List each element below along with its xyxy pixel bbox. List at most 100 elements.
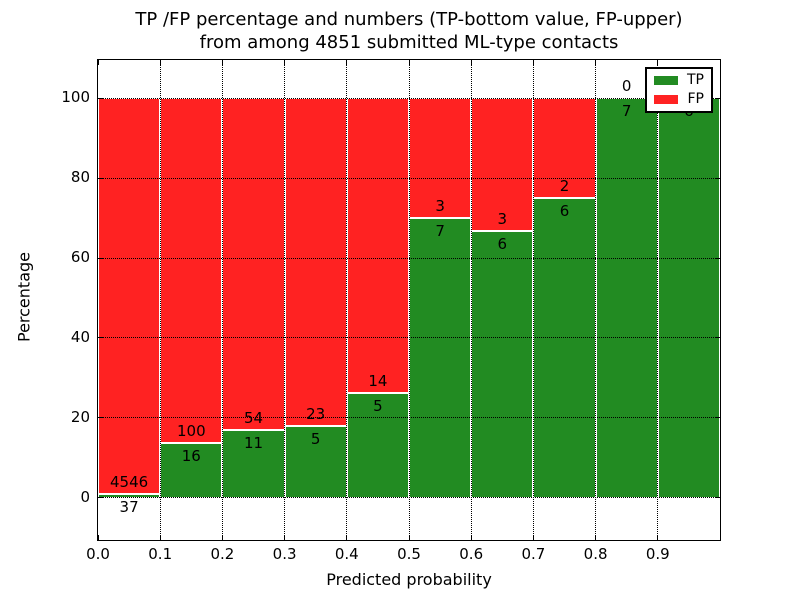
bar-fp-count-label: 3: [435, 197, 445, 216]
bar-tp-segment: [409, 218, 472, 498]
bar-tp-count-label: 6: [497, 235, 508, 254]
y-tick-mark: [715, 97, 720, 99]
x-tick-label: 0.7: [521, 545, 546, 563]
gridline-vertical: [221, 60, 223, 540]
x-tick-label: 0.4: [334, 545, 359, 563]
gridline-vertical: [159, 60, 161, 540]
y-tick-label: 40: [70, 327, 90, 346]
bar-tp-count-label: 11: [243, 434, 264, 453]
y-tick-label: 100: [61, 88, 90, 107]
bar-tp-segment: [284, 426, 347, 498]
x-axis-label: Predicted probability: [326, 570, 492, 589]
y-tick-mark: [715, 337, 720, 339]
x-tick-mark: [470, 535, 472, 540]
legend: TP FP: [645, 67, 713, 113]
x-tick-label: 0.0: [86, 545, 110, 563]
bar-fp-segment: [160, 98, 223, 443]
y-tick-mark: [98, 177, 103, 179]
x-tick-mark: [657, 60, 659, 65]
legend-item: TP: [654, 73, 704, 88]
y-tick-mark: [715, 257, 720, 259]
bar-fp-count-label: 54: [243, 409, 264, 428]
x-tick-label: 0.1: [148, 545, 173, 563]
y-tick-label: 0: [80, 487, 90, 506]
gridline-vertical: [532, 60, 534, 540]
x-tick-mark: [159, 60, 161, 65]
y-tick-mark: [98, 497, 103, 499]
gridline-vertical: [470, 60, 472, 540]
legend-swatch-tp: [654, 76, 678, 85]
bar-tp-count-label: 7: [435, 222, 445, 241]
x-tick-mark: [97, 60, 99, 65]
bar-tp-segment: [533, 198, 596, 498]
y-tick-label: 80: [70, 168, 90, 187]
bar-fp-segment: [222, 98, 285, 431]
bar-fp-count-label: 100: [176, 421, 206, 440]
bar-fp-count-label: 14: [368, 371, 388, 390]
bar-tp-segment: [471, 231, 534, 498]
x-tick-label: 0.6: [459, 545, 484, 563]
bar-tp-count-label: 37: [119, 498, 139, 517]
y-tick-mark: [715, 497, 720, 499]
x-tick-mark: [470, 60, 472, 65]
gridline-vertical: [657, 60, 659, 540]
bar-tp-count-label: 16: [181, 446, 201, 465]
x-tick-mark: [284, 60, 286, 65]
x-tick-mark: [408, 60, 410, 65]
y-tick-mark: [98, 337, 103, 339]
x-tick-mark: [346, 535, 348, 540]
bar-fp-count-label: 0: [621, 77, 632, 96]
bar-fp-segment: [533, 98, 596, 199]
gridline-vertical: [284, 60, 286, 540]
plot-area: 4546371001654112351453736260706: [97, 59, 721, 541]
bar-fp-segment: [284, 98, 347, 427]
bar-fp-count-label: 2: [559, 177, 570, 196]
bar-tp-segment: [98, 494, 161, 498]
gridline-vertical: [408, 60, 410, 540]
bar-fp-segment: [346, 98, 409, 393]
bar-tp-count-label: 7: [621, 102, 632, 121]
x-tick-mark: [532, 60, 534, 65]
x-tick-mark: [284, 535, 286, 540]
gridline-vertical: [346, 60, 348, 540]
x-tick-label: 0.5: [397, 545, 421, 563]
x-tick-label: 0.8: [583, 545, 608, 563]
x-tick-label: 0.2: [210, 545, 235, 563]
x-tick-mark: [159, 535, 161, 540]
y-tick-label: 60: [70, 248, 90, 267]
x-tick-mark: [97, 535, 99, 540]
bar-fp-segment: [471, 98, 534, 232]
bar-fp-count-label: 4546: [110, 473, 149, 492]
legend-item: FP: [654, 92, 704, 107]
x-tick-mark: [221, 535, 223, 540]
x-tick-mark: [657, 535, 659, 540]
x-tick-mark: [595, 535, 597, 540]
bar-fp-segment: [409, 98, 472, 219]
bar-tp-count-label: 5: [310, 430, 321, 449]
bar-tp-segment: [346, 392, 409, 498]
bar-tp-count-label: 6: [559, 202, 570, 221]
bar-tp-segment: [222, 430, 285, 498]
gridline-vertical: [595, 60, 597, 540]
x-tick-mark: [595, 60, 597, 65]
x-tick-mark: [221, 60, 223, 65]
x-tick-label: 0.3: [272, 545, 297, 563]
y-tick-mark: [715, 177, 720, 179]
chart-title-line2: from among 4851 submitted ML-type contac…: [199, 32, 619, 53]
chart-title-line1: TP /FP percentage and numbers (TP-bottom…: [135, 9, 683, 30]
bar-fp-segment: [98, 98, 161, 495]
x-tick-mark: [532, 535, 534, 540]
x-tick-mark: [408, 535, 410, 540]
y-tick-label: 20: [70, 407, 90, 426]
bar-tp-segment: [160, 442, 223, 498]
bar-tp-segment: [657, 98, 720, 498]
bar-tp-count-label: 5: [373, 396, 383, 415]
x-tick-label: 0.9: [645, 545, 670, 563]
legend-item-label: FP: [687, 91, 705, 107]
x-tick-mark: [346, 60, 348, 65]
legend-item-label: TP: [687, 72, 704, 88]
legend-swatch-fp: [654, 95, 678, 104]
y-tick-mark: [98, 417, 103, 419]
y-tick-mark: [98, 97, 103, 99]
